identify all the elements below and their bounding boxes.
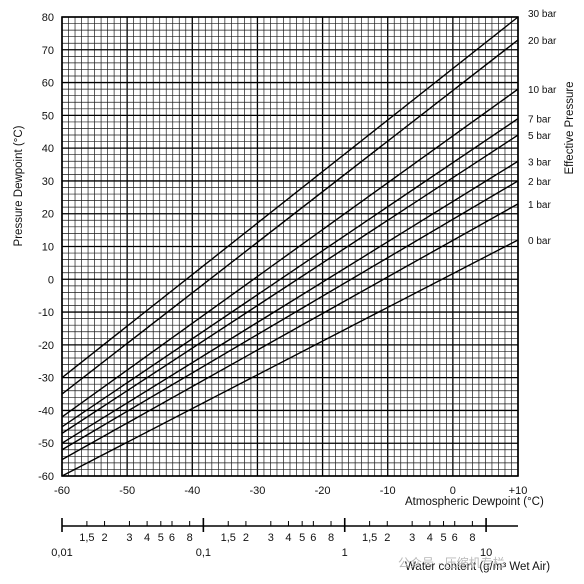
y-tick-label: 40 bbox=[42, 143, 54, 155]
x-tick-label: -20 bbox=[315, 485, 331, 497]
water-minor-label: 6 bbox=[310, 532, 316, 544]
water-minor-label: 4 bbox=[144, 532, 150, 544]
water-minor-label: 4 bbox=[285, 532, 291, 544]
x-tick-label: +10 bbox=[509, 485, 528, 497]
water-decade-label: 0,1 bbox=[196, 547, 211, 559]
y-tick-label: -40 bbox=[38, 405, 54, 417]
water-minor-label: 1,5 bbox=[221, 532, 236, 544]
series-line-1-bar bbox=[61, 203, 519, 461]
y-tick-label: -30 bbox=[38, 373, 54, 385]
water-minor-label: 2 bbox=[384, 532, 390, 544]
water-minor-label: 8 bbox=[187, 532, 193, 544]
water-content-title: Water content (g/m³ Wet Air) bbox=[405, 561, 550, 573]
water-minor-label: 6 bbox=[169, 532, 175, 544]
y-tick-label: 20 bbox=[42, 209, 54, 221]
series-line-3-bar bbox=[61, 160, 519, 444]
water-minor-label: 8 bbox=[469, 532, 475, 544]
series-line-2-bar bbox=[61, 180, 519, 451]
y-tick-label: 10 bbox=[42, 242, 54, 254]
water-minor-label: 3 bbox=[268, 532, 274, 544]
x-tick-labels: -60 -50 -40 -30 -20 -10 0 +10 bbox=[54, 485, 527, 497]
y-tick-label: 70 bbox=[42, 45, 54, 57]
y-tick-label: 50 bbox=[42, 110, 54, 122]
watermark-text: 公众号 · 压缩机专栏 bbox=[398, 555, 505, 570]
right-axis-title: Effective Pressure bbox=[564, 81, 576, 174]
y-tick-label: 80 bbox=[42, 12, 54, 24]
series-label: 2 bar bbox=[528, 177, 551, 188]
series-line-0-bar bbox=[61, 239, 519, 477]
y-tick-label: 60 bbox=[42, 78, 54, 90]
water-minor-label: 2 bbox=[101, 532, 107, 544]
x-tick-label: -10 bbox=[380, 485, 396, 497]
x-tick-label: -40 bbox=[184, 485, 200, 497]
water-minor-label: 5 bbox=[440, 532, 446, 544]
x-tick-label: -30 bbox=[249, 485, 265, 497]
y-tick-label: 30 bbox=[42, 176, 54, 188]
y-tick-label: 0 bbox=[48, 274, 54, 286]
water-decade-label: 10 bbox=[480, 547, 492, 559]
pressure-lines bbox=[61, 16, 519, 477]
series-line-10-bar bbox=[61, 88, 519, 418]
plot-frame bbox=[61, 16, 519, 477]
y-tick-label: -60 bbox=[38, 471, 54, 483]
x-axis-title: Atmospheric Dewpoint (°C) bbox=[405, 496, 544, 508]
y-tick-label: -10 bbox=[38, 307, 54, 319]
series-label: 30 bar bbox=[528, 9, 557, 20]
plot-grid bbox=[61, 16, 519, 477]
series-label: 5 bar bbox=[528, 131, 551, 142]
series-line-7-bar bbox=[61, 118, 519, 428]
x-tick-label: -50 bbox=[119, 485, 135, 497]
series-label: 10 bar bbox=[528, 85, 557, 96]
y-axis-title: Pressure Dewpoint (°C) bbox=[13, 125, 25, 246]
water-decade-label: 0,01 bbox=[51, 547, 72, 559]
series-label: 3 bar bbox=[528, 157, 551, 168]
series-line-20-bar bbox=[61, 39, 519, 395]
series-label: 1 bar bbox=[528, 200, 551, 211]
series-label: 20 bar bbox=[528, 36, 557, 47]
water-decade-label: 1 bbox=[342, 547, 348, 559]
series-line-5-bar bbox=[61, 134, 519, 434]
x-tick-label: 0 bbox=[450, 485, 456, 497]
water-minor-label: 4 bbox=[427, 532, 433, 544]
water-minor-label: 5 bbox=[158, 532, 164, 544]
water-minor-label: 6 bbox=[452, 532, 458, 544]
water-minor-label: 3 bbox=[126, 532, 132, 544]
water-minor-label: 8 bbox=[328, 532, 334, 544]
pressure-labels: 0 bar 1 bar 2 bar 3 bar 5 bar 7 bar 10 bar 20 b… bbox=[528, 9, 557, 247]
series-label: 7 bar bbox=[528, 115, 551, 126]
series-line-30-bar bbox=[61, 16, 519, 379]
y-tick-label: -20 bbox=[38, 340, 54, 352]
water-minor-label: 2 bbox=[243, 532, 249, 544]
water-minor-label: 1,5 bbox=[362, 532, 377, 544]
series-label: 0 bar bbox=[528, 236, 551, 247]
y-tick-labels: 80 70 60 50 40 30 20 10 0 -10 -20 -30 -40 -50 -60 bbox=[38, 12, 54, 483]
water-content-scale: 0,011,5 2 3 4 5 6 80,11,5 2 3 4 5 6 811,5 2 3 4 5 6 810 bbox=[51, 518, 518, 559]
water-minor-label: 5 bbox=[299, 532, 305, 544]
y-tick-label: -50 bbox=[38, 438, 54, 450]
water-minor-label: 1,5 bbox=[79, 532, 94, 544]
x-tick-label: -60 bbox=[54, 485, 70, 497]
water-minor-label: 3 bbox=[409, 532, 415, 544]
